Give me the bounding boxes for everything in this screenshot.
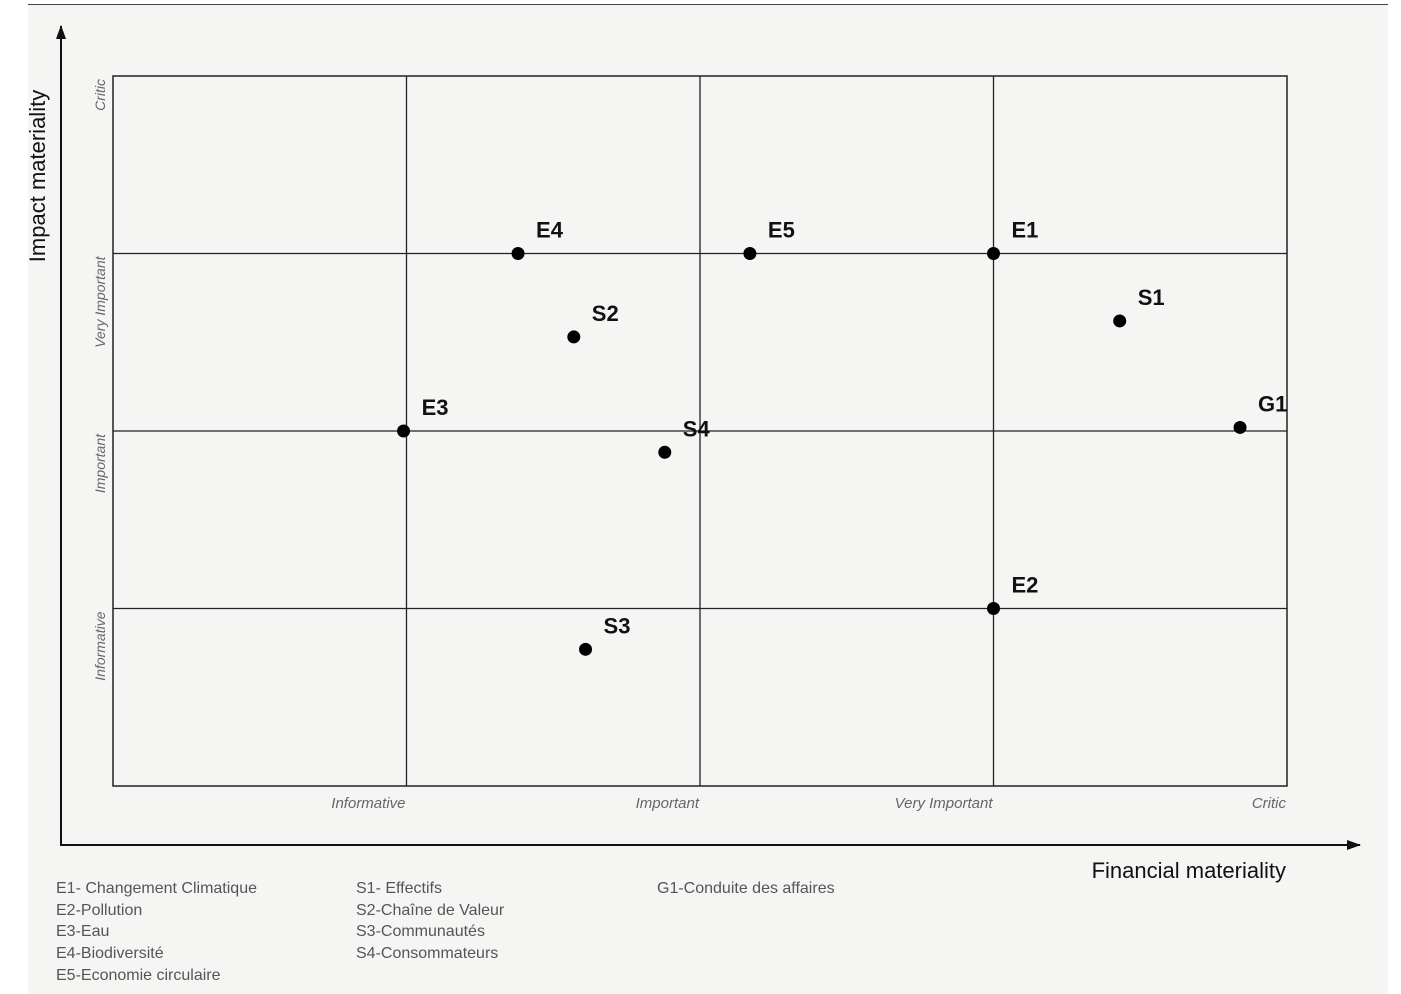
- legend-item-e2: E2-Pollution: [56, 901, 143, 919]
- data-label-e2: E2: [1012, 573, 1039, 598]
- data-label-e1: E1: [1012, 218, 1039, 243]
- legend-column-e: E1- Changement Climatique E2-Pollution E…: [56, 878, 257, 987]
- x-tick-label: Critic: [1252, 795, 1287, 812]
- data-label-s2: S2: [592, 301, 619, 326]
- data-point-s4: [658, 445, 672, 459]
- data-label-e5: E5: [768, 218, 795, 243]
- y-tick-label: Informative: [92, 611, 108, 680]
- data-label-s4: S4: [683, 416, 711, 441]
- y-tick-label: Very Important: [92, 255, 108, 347]
- legend-item-e3: E3-Eau: [56, 923, 110, 941]
- data-point-s3: [579, 642, 593, 656]
- y-tick-label: Critic: [92, 79, 108, 111]
- legend-item-e5: E5-Economie circulaire: [56, 966, 221, 984]
- data-point-e4: [511, 247, 525, 260]
- data-label-g1: G1: [1258, 391, 1287, 416]
- legend-item-e1: E1- Changement Climatique: [56, 880, 257, 897]
- legend-item-s4: S4-Consommateurs: [356, 945, 499, 963]
- legend-item-s2: S2-Chaîne de Valeur: [356, 901, 505, 919]
- data-point-e1: [987, 247, 1000, 260]
- x-axis-label: Financial materiality: [1092, 858, 1286, 883]
- y-tick-label: Important: [92, 433, 108, 493]
- data-label-s3: S3: [604, 613, 631, 638]
- legend-item-e4: E4-Biodiversité: [56, 945, 164, 963]
- data-label-e3: E3: [422, 395, 449, 420]
- data-point-s1: [1113, 314, 1127, 328]
- legend-item-g1: G1-Conduite des affaires: [657, 880, 835, 897]
- data-point-e2: [987, 602, 1000, 615]
- y-axis-label: Impact materiality: [25, 90, 50, 262]
- legend-item-s1: S1- Effectifs: [356, 880, 442, 897]
- data-point-s2: [567, 330, 581, 344]
- legend-column-g: G1-Conduite des affaires: [657, 878, 835, 900]
- data-point-e3: [397, 424, 411, 438]
- x-tick-label: Important: [636, 795, 700, 812]
- data-point-e5: [743, 247, 757, 260]
- x-tick-label: Informative: [331, 795, 405, 812]
- data-point-g1: [1233, 420, 1247, 434]
- legend-column-s: S1- Effectifs S2-Chaîne de Valeur S3-Com…: [356, 878, 504, 965]
- x-tick-label: Very Important: [895, 795, 994, 812]
- data-label-e4: E4: [536, 218, 564, 243]
- data-label-s1: S1: [1138, 285, 1165, 310]
- chart-panel: [28, 4, 1388, 994]
- legend-item-s3: S3-Communautés: [356, 923, 485, 941]
- plot-area: Informative Important Very Important Critic…: [92, 75, 1288, 812]
